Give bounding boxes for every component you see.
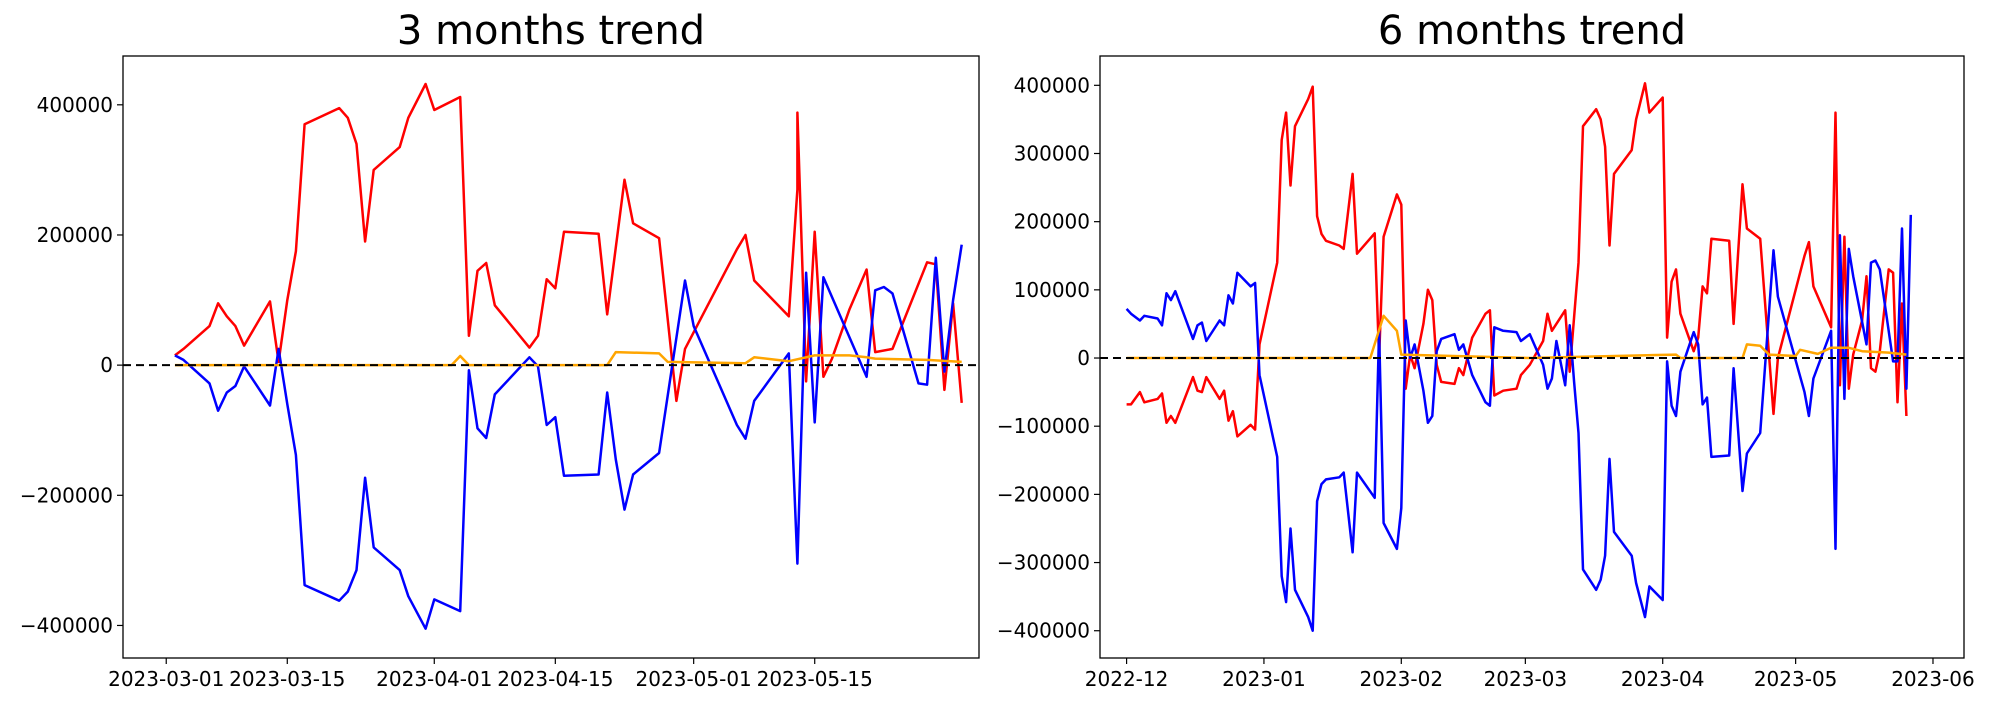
chart-3-months: 3 months trend −400000 −200000 0 200000 4000… — [20, 8, 980, 691]
series-line-1 — [174, 244, 963, 630]
axis-ticks: −400000 −300000 −200000 −100000 0 100000 20000… — [997, 73, 1975, 691]
y-tick-label: 0 — [1077, 346, 1090, 370]
series-line-2 — [174, 350, 962, 367]
x-tick-label: 2023-05 — [1754, 667, 1838, 691]
y-tick-label: 400000 — [37, 93, 113, 117]
x-tick-label: 2023-05-15 — [757, 667, 873, 691]
y-tick-label: −300000 — [997, 551, 1090, 575]
y-tick-label: −400000 — [997, 619, 1090, 643]
y-tick-label: −200000 — [997, 482, 1090, 506]
x-tick-label: 2023-03-01 — [108, 667, 224, 691]
x-tick-label: 2023-04 — [1621, 667, 1705, 691]
series-lines — [1125, 82, 1913, 632]
y-tick-label: 200000 — [37, 223, 113, 247]
chart-title: 3 months trend — [397, 8, 705, 54]
y-tick-label: 200000 — [1014, 210, 1090, 234]
x-tick-label: 2022-12 — [1085, 667, 1169, 691]
y-tick-label: −400000 — [20, 613, 113, 637]
x-tick-label: 2023-04-15 — [497, 667, 613, 691]
y-tick-label: 400000 — [1014, 73, 1090, 97]
series-line-2 — [1126, 314, 1907, 360]
chart-title: 6 months trend — [1378, 8, 1686, 54]
x-tick-label: 2023-02 — [1360, 667, 1444, 691]
chart-6-months: 6 months trend −400000 −300000 −200000 −100… — [997, 8, 1975, 691]
x-tick-label: 2023-03-15 — [229, 667, 345, 691]
y-tick-label: 300000 — [1014, 141, 1090, 165]
plot-frame — [1099, 55, 1965, 659]
x-tick-label: 2023-03 — [1484, 667, 1568, 691]
y-tick-label: 0 — [100, 353, 113, 377]
x-tick-label: 2023-06 — [1891, 667, 1975, 691]
y-tick-label: −100000 — [997, 414, 1090, 438]
series-line-0 — [1126, 82, 1908, 438]
y-tick-label: −200000 — [20, 483, 113, 507]
x-tick-label: 2023-04-01 — [376, 667, 492, 691]
x-tick-label: 2023-05-01 — [636, 667, 752, 691]
y-tick-label: 100000 — [1014, 278, 1090, 302]
plot-frame — [122, 55, 980, 659]
series-line-1 — [1125, 214, 1913, 632]
x-tick-label: 2023-01 — [1222, 667, 1306, 691]
